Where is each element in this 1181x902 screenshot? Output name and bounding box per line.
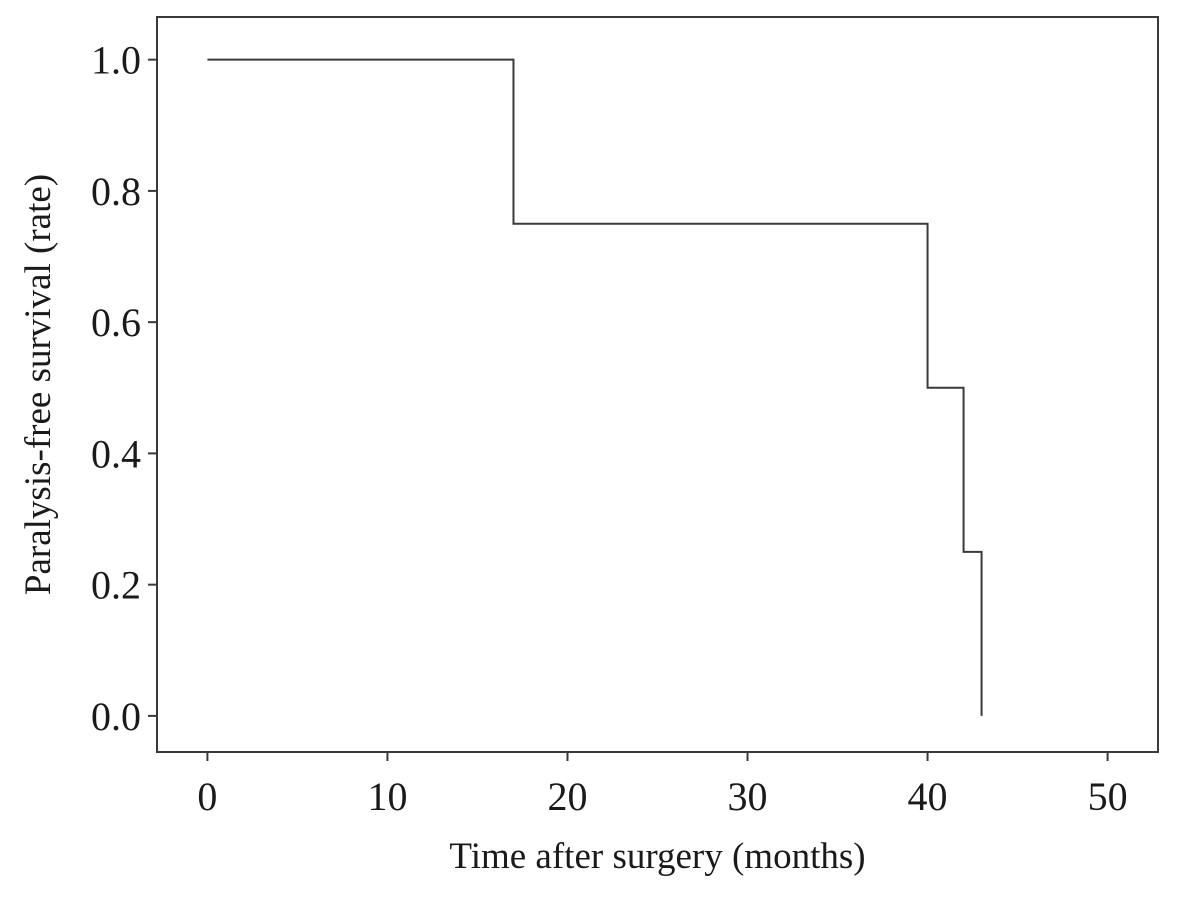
x-tick-label: 40 xyxy=(908,774,948,819)
x-tick-label: 10 xyxy=(367,774,407,819)
x-tick-label: 30 xyxy=(728,774,768,819)
y-axis-title: Paralysis-free survival (rate) xyxy=(18,174,59,595)
x-tick-label: 50 xyxy=(1088,774,1128,819)
x-axis-title: Time after surgery (months) xyxy=(449,836,865,877)
x-tick-label: 0 xyxy=(197,774,217,819)
plot-frame xyxy=(156,16,1159,753)
y-tick-label: 1.0 xyxy=(91,38,141,83)
y-tick-label: 0.8 xyxy=(91,169,141,214)
y-tick-label: 0.2 xyxy=(91,563,141,608)
y-axis: 0.0 0.2 0.4 0.6 0.8 1.0 xyxy=(91,38,157,739)
survival-step-line xyxy=(207,58,983,716)
x-tick-label: 20 xyxy=(547,774,587,819)
y-tick-label: 0.4 xyxy=(91,431,141,476)
x-axis: 0 10 20 30 40 50 xyxy=(197,752,1128,819)
y-tick-label: 0.0 xyxy=(91,694,141,739)
y-tick-label: 0.6 xyxy=(91,300,141,345)
